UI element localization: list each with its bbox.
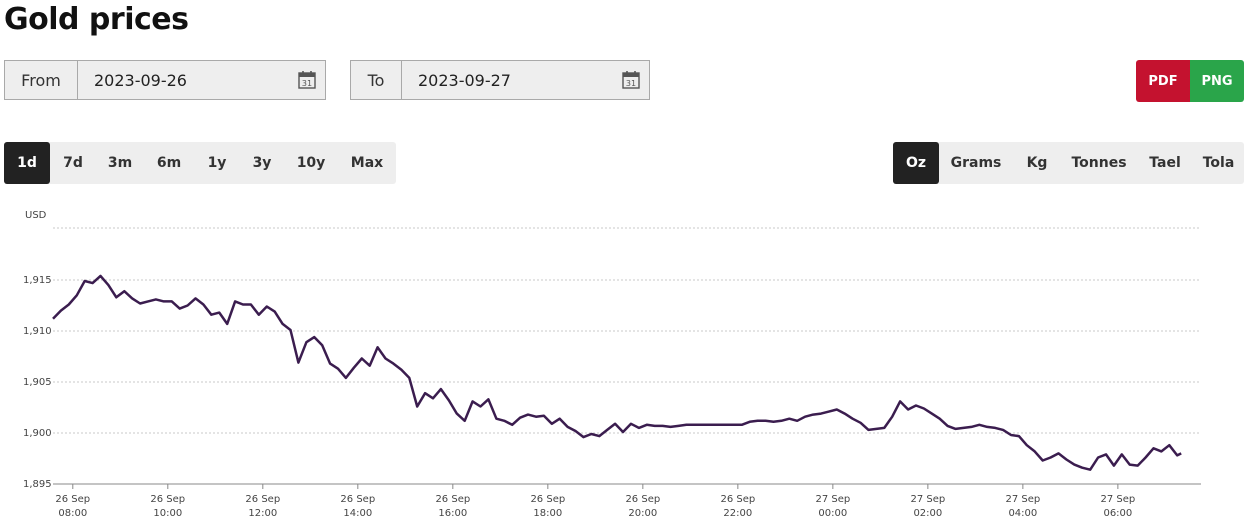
unit-selector: Oz Grams Kg Tonnes Tael Tola bbox=[893, 142, 1244, 184]
x-tick-label-hour: 00:00 bbox=[818, 508, 847, 519]
unit-tonnes-button[interactable]: Tonnes bbox=[1071, 155, 1127, 171]
range-10y-button[interactable]: 10y bbox=[296, 155, 326, 171]
unit-grams-button[interactable]: Grams bbox=[950, 155, 1002, 171]
page-title: Gold prices bbox=[4, 2, 189, 37]
x-tick-label-day: 26 Sep bbox=[340, 494, 375, 505]
x-tick-label-hour: 18:00 bbox=[533, 508, 562, 519]
x-tick-label-day: 27 Sep bbox=[1005, 494, 1040, 505]
from-date-picker[interactable]: From 2023-09-26 31 bbox=[4, 60, 326, 100]
gold-price-chart: USD 1,895 1,900 1,905 1,910 1,915 26 Sep 08:0… bbox=[23, 210, 1201, 519]
x-tick-label-day: 26 Sep bbox=[530, 494, 565, 505]
range-7d-button[interactable]: 7d bbox=[63, 155, 83, 171]
time-range-selector: 1d 7d 3m 6m 1y 3y 10y Max bbox=[4, 142, 396, 184]
y-tick-label: 1,900 bbox=[23, 428, 52, 439]
calendar-icon[interactable]: 31 bbox=[621, 70, 641, 90]
unit-oz-button[interactable]: Oz bbox=[893, 142, 939, 184]
x-tick-label-day: 26 Sep bbox=[245, 494, 280, 505]
x-tick-label-day: 26 Sep bbox=[150, 494, 185, 505]
unit-tola-button[interactable]: Tola bbox=[1202, 155, 1235, 171]
x-tick-label-hour: 04:00 bbox=[1008, 508, 1037, 519]
unit-tael-button[interactable]: Tael bbox=[1149, 155, 1181, 171]
price-series-line bbox=[52, 274, 1182, 471]
x-tick-label-day: 27 Sep bbox=[815, 494, 850, 505]
x-tick-label-hour: 06:00 bbox=[1103, 508, 1132, 519]
pdf-button[interactable]: PDF bbox=[1136, 60, 1190, 102]
x-tick-label-hour: 10:00 bbox=[153, 508, 182, 519]
calendar-icon[interactable]: 31 bbox=[297, 70, 317, 90]
to-date-input[interactable]: 2023-09-27 31 bbox=[402, 61, 649, 99]
range-1y-button[interactable]: 1y bbox=[207, 155, 227, 171]
x-tick-label-hour: 02:00 bbox=[913, 508, 942, 519]
y-tick-label: 1,910 bbox=[23, 326, 52, 337]
x-tick-label-day: 27 Sep bbox=[1100, 494, 1135, 505]
from-date-input[interactable]: 2023-09-26 31 bbox=[78, 61, 325, 99]
svg-text:31: 31 bbox=[302, 79, 312, 88]
to-date-value: 2023-09-27 bbox=[418, 70, 511, 90]
range-6m-button[interactable]: 6m bbox=[156, 155, 182, 171]
x-tick-label-day: 26 Sep bbox=[720, 494, 755, 505]
y-tick-label: 1,895 bbox=[23, 479, 52, 490]
from-date-value: 2023-09-26 bbox=[94, 70, 187, 90]
x-tick-label-day: 26 Sep bbox=[435, 494, 470, 505]
x-tick-label-day: 27 Sep bbox=[910, 494, 945, 505]
x-tick-label-day: 26 Sep bbox=[625, 494, 660, 505]
x-tick-label-hour: 20:00 bbox=[628, 508, 657, 519]
x-tick-label-hour: 22:00 bbox=[723, 508, 752, 519]
y-axis: 1,895 1,900 1,905 1,910 1,915 bbox=[23, 275, 52, 490]
x-axis: 26 Sep 08:00 26 Sep 10:00 26 Sep 12:00 26 Sep 1… bbox=[55, 484, 1135, 519]
png-button[interactable]: PNG bbox=[1190, 60, 1244, 102]
range-1d-button[interactable]: 1d bbox=[4, 142, 50, 184]
x-tick-label-hour: 14:00 bbox=[343, 508, 372, 519]
export-buttons: PDF PNG bbox=[1136, 60, 1244, 102]
range-3m-button[interactable]: 3m bbox=[107, 155, 133, 171]
range-max-button[interactable]: Max bbox=[350, 155, 384, 171]
from-label: From bbox=[5, 61, 78, 99]
to-date-picker[interactable]: To 2023-09-27 31 bbox=[350, 60, 650, 100]
x-tick-label-hour: 12:00 bbox=[248, 508, 277, 519]
y-axis-unit-label: USD bbox=[25, 210, 47, 221]
y-tick-label: 1,905 bbox=[23, 377, 52, 388]
x-tick-label-hour: 08:00 bbox=[58, 508, 87, 519]
svg-text:31: 31 bbox=[626, 79, 636, 88]
x-tick-label-hour: 16:00 bbox=[438, 508, 467, 519]
to-label: To bbox=[351, 61, 402, 99]
unit-kg-button[interactable]: Kg bbox=[1026, 155, 1048, 171]
range-3y-button[interactable]: 3y bbox=[252, 155, 272, 171]
y-tick-label: 1,915 bbox=[23, 275, 52, 286]
x-tick-label-day: 26 Sep bbox=[55, 494, 90, 505]
